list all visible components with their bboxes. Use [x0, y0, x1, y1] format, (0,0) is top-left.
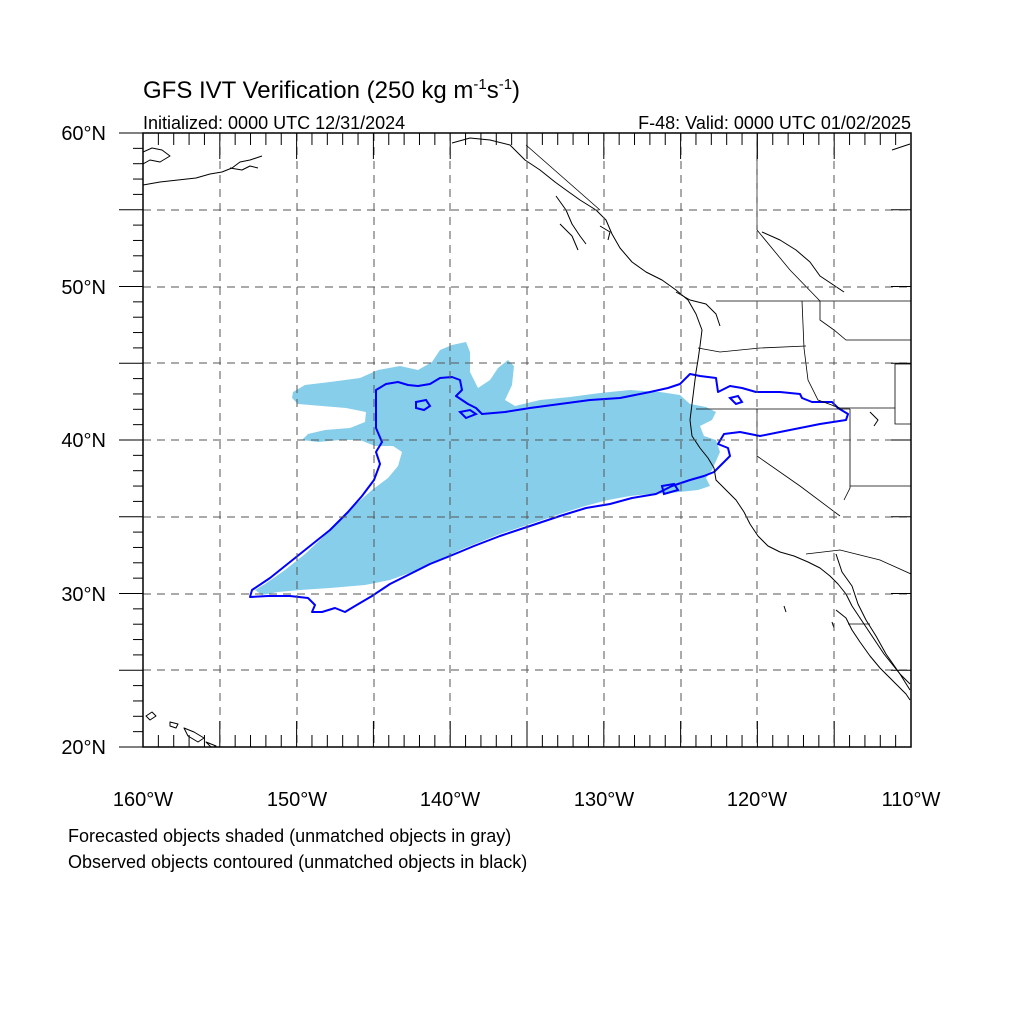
lat-tick-label: 30°N: [61, 584, 106, 606]
lat-tick-label: 20°N: [61, 737, 106, 759]
gridlines: [143, 133, 911, 747]
lon-tick-label: 140°W: [420, 789, 480, 811]
caption-observed: Observed objects contoured (unmatched ob…: [68, 852, 528, 872]
lat-tick-label: 40°N: [61, 430, 106, 452]
lat-tick-label: 60°N: [61, 123, 106, 145]
init-time-label: Initialized: 0000 UTC 12/31/2024: [143, 113, 405, 133]
observed-ivt-hole-4: [660, 482, 680, 496]
axis-ticks: [119, 132, 912, 748]
lon-tick-label: 130°W: [574, 789, 634, 811]
observed-ivt-hole-3: [457, 408, 479, 420]
lat-tick-labels: 20°N 30°N 40°N 50°N 60°N: [61, 123, 106, 759]
lon-tick-label: 150°W: [267, 789, 327, 811]
lat-tick-label: 50°N: [61, 277, 106, 299]
lon-tick-label: 110°W: [882, 789, 941, 811]
observed-ivt-hole-1: [415, 398, 432, 412]
observed-ivt-object: [249, 373, 849, 613]
coastlines: [143, 137, 911, 747]
valid-time-label: F-48: Valid: 0000 UTC 01/02/2025: [638, 113, 911, 133]
lon-tick-labels: 160°W 150°W 140°W 130°W 120°W 110°W: [113, 789, 941, 811]
lon-tick-label: 120°W: [727, 789, 787, 811]
plot-area: [143, 133, 911, 747]
lon-tick-label: 160°W: [113, 789, 173, 811]
figure-title: GFS IVT Verification (250 kg m-1s-1): [143, 76, 520, 104]
observed-ivt-hole-2: [728, 394, 744, 406]
caption-forecast: Forecasted objects shaded (unmatched obj…: [68, 826, 512, 846]
